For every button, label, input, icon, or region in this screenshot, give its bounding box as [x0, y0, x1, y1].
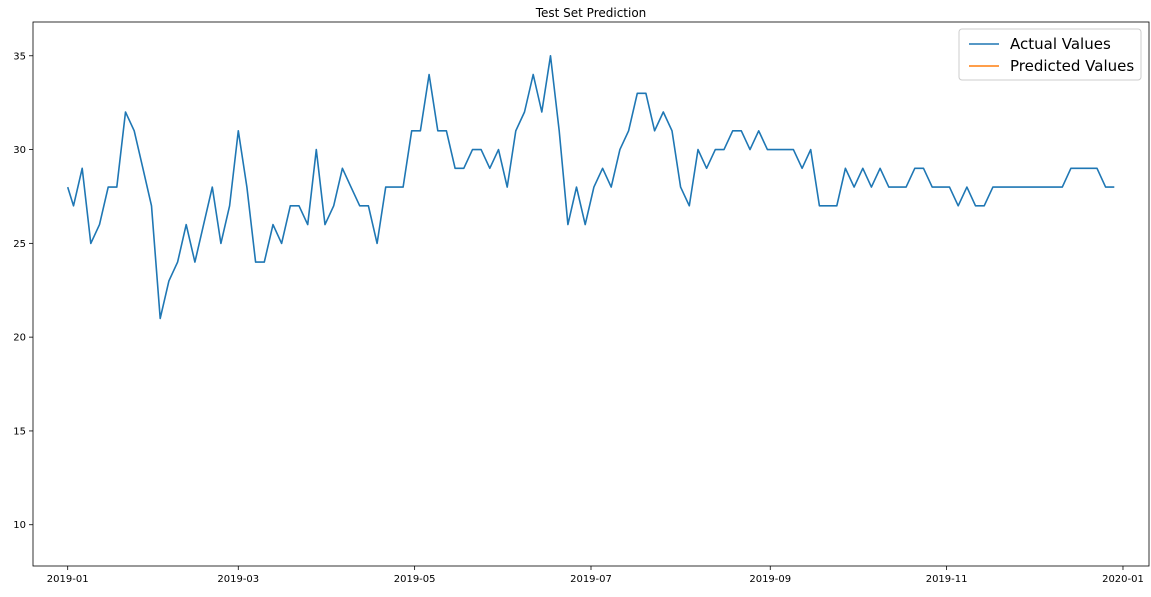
legend: Actual Values Predicted Values: [958, 28, 1142, 81]
chart-title: Test Set Prediction: [535, 6, 647, 20]
y-tick-label: 10: [13, 520, 26, 531]
y-tick-label: 30: [13, 145, 26, 156]
y-axis: 10 15 20 25 30 35: [13, 51, 33, 531]
x-tick-label: 2019-07: [570, 574, 612, 585]
y-tick-label: 20: [13, 333, 26, 344]
x-tick-label: 2019-01: [47, 574, 89, 585]
plot-area: [32, 21, 1150, 567]
legend-label-actual: Actual Values: [1010, 35, 1111, 53]
y-tick-label: 15: [13, 426, 26, 437]
series-line-actual: [66, 54, 1115, 320]
x-tick-label: 2019-03: [217, 574, 259, 585]
x-tick-label: 2019-05: [394, 574, 436, 585]
legend-label-predicted: Predicted Values: [1010, 57, 1134, 75]
y-tick-label: 35: [13, 51, 26, 62]
x-tick-label: 2019-11: [926, 574, 968, 585]
x-axis: 2019-01 2019-03 2019-05 2019-07 2019-09 2019-…: [47, 566, 1144, 585]
x-tick-label: 2019-09: [749, 574, 791, 585]
legend-box: [958, 28, 1142, 81]
y-tick-label: 25: [13, 239, 26, 250]
series-layer: [66, 54, 1115, 320]
x-tick-label: 2020-01: [1102, 574, 1144, 585]
